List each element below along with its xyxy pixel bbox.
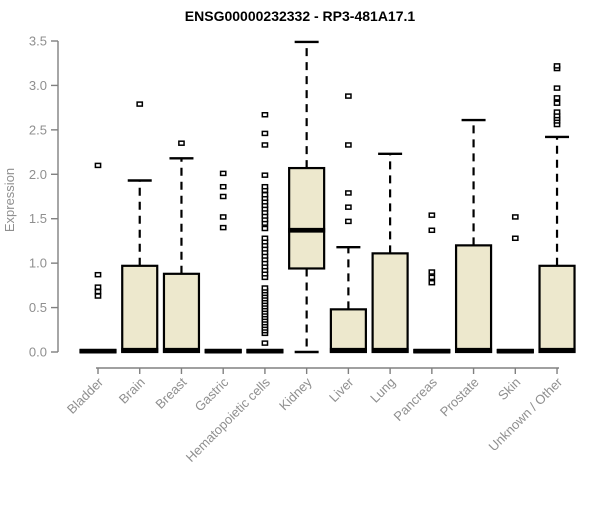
outlier-point [428,269,436,275]
box-pancreas [413,212,451,354]
outlier-point [261,183,269,190]
chart-title: ENSG00000232332 - RP3-481A17.1 [185,8,416,24]
box-hematopoietic-cells [246,112,284,354]
outlier-point [261,191,269,198]
outlier-point [553,95,561,101]
outlier-point [261,285,269,291]
outlier-point [345,190,352,196]
iqr-box [454,244,493,354]
outlier-point [219,224,227,231]
outlier-point [428,212,436,218]
y-tick-label: 2.5 [29,122,47,137]
outlier-point [94,271,102,278]
box-lung [371,152,409,354]
outlier-point [261,172,269,178]
outlier-point [219,183,227,190]
outlier-point [94,162,102,169]
outlier-point [553,85,561,91]
outlier-point [94,288,102,295]
outlier-point [553,63,561,69]
outlier-point [345,218,352,225]
outlier-point [428,227,436,234]
outlier-point [511,235,519,242]
outlier-point [219,214,227,220]
iqr-box [329,308,367,354]
outlier-point [428,279,436,286]
outlier-point [553,109,561,115]
box-skin [496,214,534,354]
y-tick-label: 2.0 [29,167,47,182]
outlier-point [94,293,102,299]
box-bladder [79,162,117,354]
outlier-point [428,274,436,281]
x-tick-label-breast: Breast [152,374,189,411]
box-breast [162,140,201,354]
iqr-box [162,272,201,354]
x-tick-label-gastric: Gastric [192,374,232,414]
outlier-point [178,140,185,146]
y-tick-label: 0.5 [29,300,47,315]
y-tick-label: 0.0 [29,345,47,360]
box-brain [121,101,159,354]
y-tick-label: 1.5 [29,211,47,226]
x-tick-label-brain: Brain [116,375,148,407]
iqr-box [121,264,159,354]
iqr-box [371,252,409,354]
box-liver [329,93,367,354]
iqr-box [288,166,326,270]
outlier-point [136,101,144,107]
outlier-point [261,225,269,232]
outlier-point [345,204,352,210]
outlier-point [345,142,352,148]
outlier-point [345,93,352,99]
x-tick-label-unknown-other: Unknown / Other [486,374,566,454]
x-tick-label-skin: Skin [495,375,523,403]
outlier-point [553,100,561,106]
box-unknown-other [538,63,576,354]
y-tick-label: 1.0 [29,256,47,271]
boxplot-boxes [79,40,576,354]
x-tick-label-prostate: Prostate [437,375,482,420]
x-tick-label-kidney: Kidney [276,374,315,413]
outlier-point [261,235,269,242]
iqr-box [538,264,576,354]
x-tick-label-liver: Liver [326,374,357,405]
x-tick-label-bladder: Bladder [64,374,107,417]
box-gastric [204,170,242,354]
outlier-point [261,142,269,148]
outlier-point [219,193,227,200]
box-prostate [454,118,493,354]
y-tick-label: 3.5 [29,34,47,49]
outlier-point [261,112,269,118]
outlier-point [261,340,269,346]
y-axis-label: Expression [2,168,17,232]
outlier-point [94,284,102,290]
outlier-point [261,130,269,137]
y-tick-label: 3.0 [29,78,47,93]
outlier-point [219,170,227,177]
y-axis: 0.0 0.5 1.0 1.5 2.0 2.5 3.0 3.5 [29,34,59,360]
outlier-point [511,214,519,220]
box-kidney [288,40,326,354]
x-tick-label-lung: Lung [367,375,398,406]
x-tick-label-pancreas: Pancreas [391,374,441,424]
